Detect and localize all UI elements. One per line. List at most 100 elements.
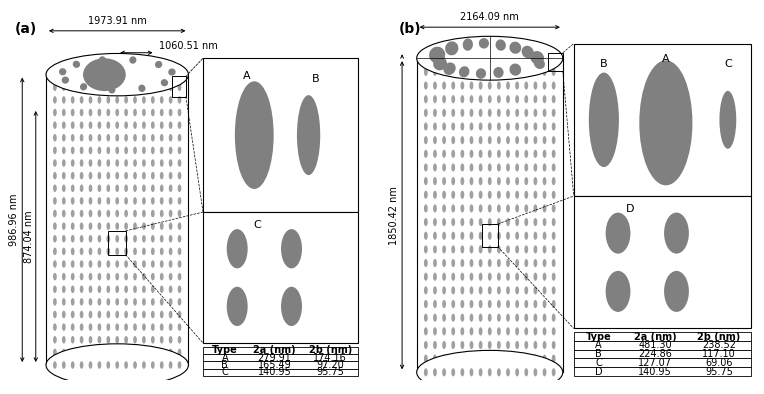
- Ellipse shape: [133, 172, 137, 179]
- Ellipse shape: [89, 222, 92, 230]
- Ellipse shape: [424, 218, 428, 226]
- Ellipse shape: [142, 235, 146, 243]
- Ellipse shape: [115, 349, 119, 356]
- Ellipse shape: [470, 341, 474, 349]
- Ellipse shape: [461, 123, 465, 130]
- Ellipse shape: [476, 68, 486, 79]
- Text: 2b (nm): 2b (nm): [698, 331, 740, 342]
- Ellipse shape: [461, 177, 465, 185]
- Ellipse shape: [151, 172, 154, 179]
- Ellipse shape: [160, 159, 163, 167]
- Ellipse shape: [542, 232, 546, 240]
- Ellipse shape: [470, 245, 474, 253]
- Ellipse shape: [79, 84, 83, 91]
- Ellipse shape: [533, 82, 537, 89]
- Ellipse shape: [433, 191, 437, 199]
- Ellipse shape: [552, 164, 555, 171]
- Ellipse shape: [479, 177, 483, 185]
- Ellipse shape: [53, 121, 57, 129]
- Ellipse shape: [552, 95, 555, 103]
- Ellipse shape: [461, 150, 465, 158]
- Ellipse shape: [542, 327, 546, 335]
- Ellipse shape: [106, 235, 110, 243]
- Ellipse shape: [497, 368, 500, 376]
- Ellipse shape: [488, 82, 492, 89]
- Ellipse shape: [461, 109, 465, 117]
- Ellipse shape: [506, 95, 510, 103]
- Text: B: B: [312, 74, 319, 84]
- Ellipse shape: [178, 210, 181, 217]
- Ellipse shape: [89, 336, 92, 344]
- Text: (b): (b): [399, 22, 421, 36]
- Ellipse shape: [515, 327, 519, 335]
- Ellipse shape: [524, 232, 528, 240]
- Text: 238.52: 238.52: [702, 340, 736, 350]
- Ellipse shape: [169, 247, 173, 255]
- Ellipse shape: [542, 300, 546, 308]
- Ellipse shape: [98, 323, 102, 331]
- Ellipse shape: [71, 286, 75, 293]
- Ellipse shape: [106, 361, 110, 369]
- Bar: [108, 231, 125, 255]
- Ellipse shape: [178, 286, 181, 293]
- Ellipse shape: [62, 273, 66, 281]
- Text: 224.86: 224.86: [638, 349, 672, 359]
- Ellipse shape: [133, 96, 137, 104]
- Ellipse shape: [533, 368, 537, 376]
- Ellipse shape: [125, 172, 128, 179]
- Ellipse shape: [178, 361, 181, 369]
- Ellipse shape: [479, 204, 483, 212]
- Ellipse shape: [494, 67, 503, 78]
- Ellipse shape: [552, 123, 555, 130]
- Ellipse shape: [488, 177, 492, 185]
- Ellipse shape: [515, 341, 519, 349]
- Ellipse shape: [125, 260, 128, 268]
- Ellipse shape: [515, 95, 519, 103]
- Ellipse shape: [433, 286, 437, 294]
- Ellipse shape: [533, 314, 537, 322]
- Ellipse shape: [442, 327, 446, 335]
- Ellipse shape: [108, 86, 115, 93]
- Text: 1060.51 nm: 1060.51 nm: [159, 41, 218, 50]
- Ellipse shape: [79, 184, 83, 192]
- Ellipse shape: [98, 222, 102, 230]
- Ellipse shape: [133, 197, 137, 204]
- Ellipse shape: [433, 341, 437, 349]
- Ellipse shape: [133, 311, 137, 318]
- Ellipse shape: [479, 259, 483, 267]
- Ellipse shape: [497, 314, 500, 322]
- Ellipse shape: [59, 68, 66, 75]
- Ellipse shape: [71, 323, 75, 331]
- Ellipse shape: [542, 191, 546, 199]
- Ellipse shape: [53, 298, 57, 306]
- Ellipse shape: [142, 298, 146, 306]
- Ellipse shape: [552, 300, 555, 308]
- Ellipse shape: [160, 323, 163, 331]
- Ellipse shape: [160, 134, 163, 141]
- Ellipse shape: [479, 150, 483, 158]
- Ellipse shape: [552, 150, 555, 158]
- Ellipse shape: [524, 259, 528, 267]
- Ellipse shape: [178, 323, 181, 331]
- Ellipse shape: [142, 247, 146, 255]
- Ellipse shape: [125, 323, 128, 331]
- Ellipse shape: [71, 235, 75, 243]
- Ellipse shape: [106, 349, 110, 356]
- Ellipse shape: [115, 84, 119, 91]
- Ellipse shape: [461, 245, 465, 253]
- Ellipse shape: [515, 368, 519, 376]
- Ellipse shape: [524, 341, 528, 349]
- Text: A: A: [243, 71, 251, 80]
- Ellipse shape: [98, 121, 102, 129]
- Text: C: C: [254, 220, 261, 230]
- Ellipse shape: [470, 232, 474, 240]
- Text: C: C: [724, 59, 732, 69]
- Text: 986.96 nm: 986.96 nm: [9, 193, 19, 246]
- Ellipse shape: [542, 136, 546, 144]
- Ellipse shape: [142, 84, 146, 91]
- Ellipse shape: [479, 123, 483, 130]
- Ellipse shape: [151, 197, 154, 204]
- Ellipse shape: [542, 82, 546, 89]
- Ellipse shape: [98, 134, 102, 141]
- Ellipse shape: [169, 286, 173, 293]
